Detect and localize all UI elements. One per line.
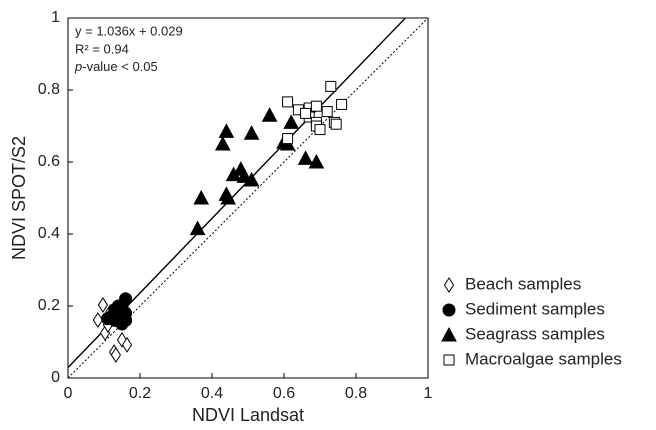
point [193, 189, 210, 205]
point [441, 326, 457, 342]
fit-label: y = 1.036x + 0.029 [75, 23, 183, 38]
y-tick-label: 0.6 [38, 153, 60, 170]
point [300, 107, 312, 119]
point [111, 299, 125, 313]
point [243, 171, 260, 187]
r2-label: R² = 0.94 [75, 41, 129, 56]
y-tick-label: 0 [51, 369, 60, 386]
point [310, 100, 322, 112]
point [321, 106, 333, 118]
x-tick-label: 1 [424, 385, 433, 402]
point [443, 354, 455, 366]
point [330, 118, 342, 130]
p-text: -value < 0.05 [82, 59, 158, 74]
point [121, 336, 133, 353]
plot-frame [67, 17, 429, 379]
point [297, 150, 314, 165]
y-tick-label: 0.2 [38, 297, 60, 314]
p-label: p-value < 0.05 [74, 59, 158, 74]
point [282, 96, 294, 108]
point [243, 125, 260, 140]
point [225, 166, 242, 182]
p-italic: p [74, 59, 82, 74]
y-tick-label: 0.8 [38, 81, 60, 98]
point [443, 277, 455, 293]
point [442, 303, 456, 317]
point [336, 98, 348, 110]
point [189, 220, 206, 236]
point [97, 296, 109, 313]
legend-label: Sediment samples [465, 299, 605, 318]
legend-label: Beach samples [465, 274, 581, 293]
x-axis-label: NDVI Landsat [192, 405, 304, 425]
legend-label: Macroalgae samples [465, 349, 622, 368]
y-axis-label: NDVI SPOT/S2 [9, 136, 29, 260]
point [314, 124, 326, 136]
point [108, 313, 122, 327]
point [282, 133, 294, 145]
point [218, 123, 235, 138]
x-tick-label: 0.2 [129, 385, 151, 402]
point [308, 153, 325, 169]
point [325, 80, 337, 92]
point [220, 189, 237, 205]
point [92, 312, 103, 328]
point [214, 135, 231, 151]
y-tick-label: 1 [51, 9, 60, 26]
x-tick-label: 0.6 [273, 385, 295, 402]
x-tick-label: 0 [64, 385, 73, 402]
point [261, 107, 278, 122]
x-tick-label: 0.8 [345, 385, 367, 402]
point [110, 347, 121, 363]
y-tick-label: 0.4 [38, 225, 60, 242]
point [283, 114, 300, 129]
legend-label: Seagrass samples [465, 324, 605, 343]
x-tick-label: 0.4 [201, 385, 223, 402]
